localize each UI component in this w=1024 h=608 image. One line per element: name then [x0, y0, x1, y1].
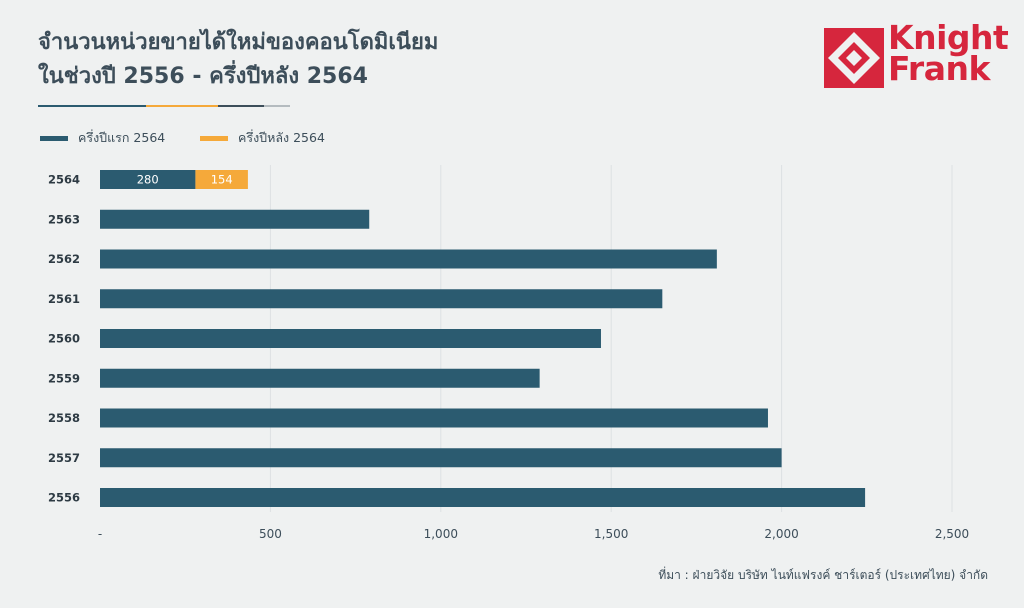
y-tick-label: 2561: [48, 292, 80, 306]
data-label: 280: [137, 173, 159, 187]
bar-first-half: [100, 289, 663, 309]
bar-second-half: [195, 170, 248, 189]
logo-word-frank: Frank: [888, 49, 990, 88]
bar-first-half: [100, 209, 370, 229]
bar-first-half: [100, 408, 768, 428]
bar-first-half: [100, 329, 601, 348]
y-tick-label: 2560: [48, 332, 80, 346]
y-tick-label: 2557: [48, 451, 80, 465]
x-tick-label: 1,500: [594, 527, 628, 541]
source-note: ที่มา : ฝ่ายวิจัย บริษัท ไนท์แฟรงค์ ชาร์…: [658, 568, 988, 582]
legend-swatch-first-half: [40, 135, 68, 141]
y-tick-label: 2556: [48, 491, 80, 505]
bar-first-half: [100, 368, 540, 388]
title-divider-segment: [264, 105, 290, 107]
bar-first-half: [100, 170, 196, 189]
bar-first-half: [100, 488, 866, 507]
chart-title: จำนวนหน่วยขายได้ใหม่ของคอนโดมิเนียม ในช่…: [38, 26, 438, 94]
title-divider-segment: [218, 105, 264, 107]
title-divider-segment: [146, 105, 218, 107]
y-tick-label: 2562: [48, 252, 80, 266]
legend-item-first-half: ครึ่งปีแรก 2564: [40, 128, 165, 148]
chart-title-line2: ในช่วงปี 2556 - ครึ่งปีหลัง 2564: [38, 64, 368, 89]
x-tick-label: 500: [259, 527, 282, 541]
legend-item-second-half: ครึ่งปีหลัง 2564: [200, 128, 325, 148]
knight-frank-wordmark: Knight Frank: [888, 18, 1009, 88]
bar-first-half: [100, 448, 782, 468]
title-divider-segment: [38, 105, 146, 107]
x-tick-label: 2,500: [935, 527, 969, 541]
data-label: 154: [211, 173, 233, 187]
x-tick-label: 2,000: [764, 527, 798, 541]
legend-label-first-half: ครึ่งปีแรก 2564: [78, 130, 166, 145]
bar-first-half: [100, 249, 717, 269]
legend-swatch-second-half: [200, 135, 228, 141]
y-tick-label: 2564: [48, 173, 80, 187]
y-tick-label: 2558: [48, 411, 80, 425]
legend-label-second-half: ครึ่งปีหลัง 2564: [238, 130, 325, 145]
y-tick-label: 2563: [48, 212, 80, 226]
knight-frank-logo-icon: [824, 28, 884, 88]
chart-title-line1: จำนวนหน่วยขายได้ใหม่ของคอนโดมิเนียม: [38, 30, 439, 55]
logo-word-knight: Knight: [888, 18, 1009, 57]
y-tick-label: 2559: [48, 371, 80, 385]
x-tick-label: 1,000: [424, 527, 458, 541]
knight-frank-logo: Knight Frank: [824, 21, 1009, 92]
x-tick-label: -: [98, 527, 102, 541]
